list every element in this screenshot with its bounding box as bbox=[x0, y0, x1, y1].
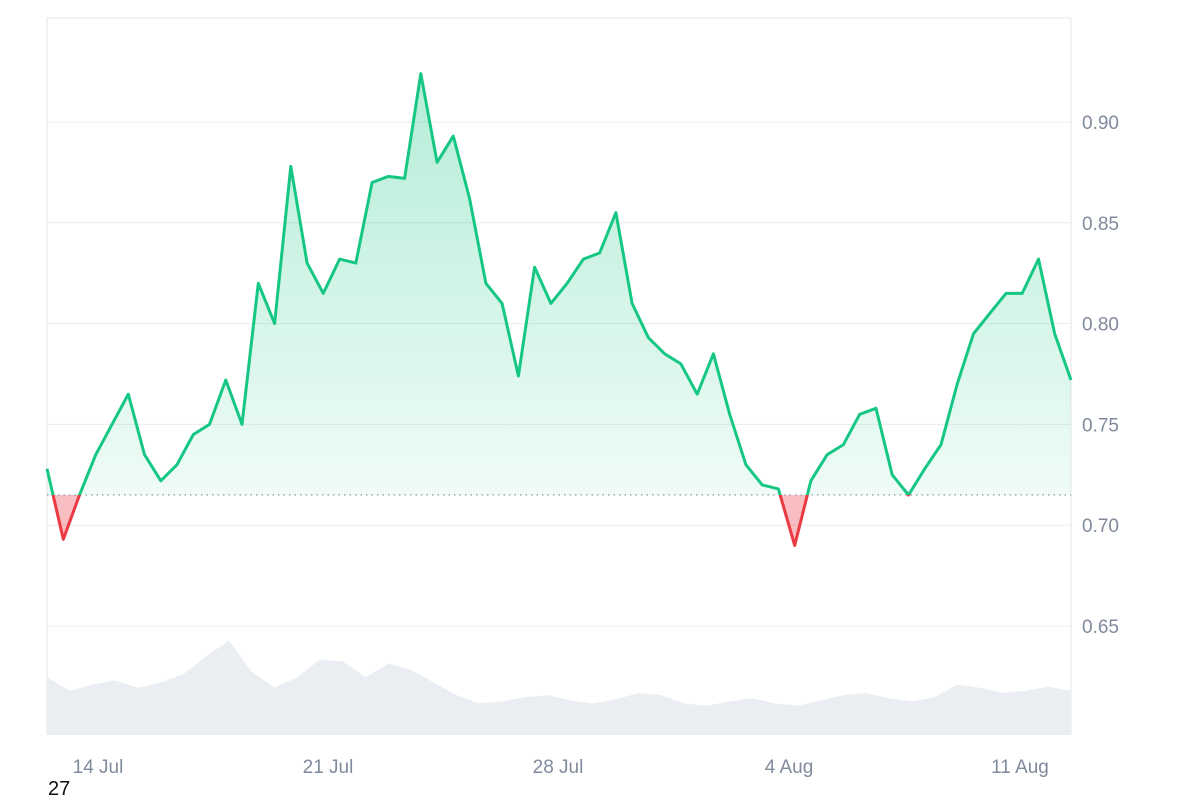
y-tick-label: 0.80 bbox=[1082, 315, 1119, 336]
x-tick-label: 28 Jul bbox=[533, 757, 584, 778]
y-tick-label: 0.85 bbox=[1082, 214, 1119, 235]
price-area-up bbox=[47, 73, 1071, 495]
y-tick-label: 0.75 bbox=[1082, 415, 1119, 436]
x-tick-label: 11 Aug bbox=[991, 757, 1049, 778]
y-tick-label: 0.65 bbox=[1082, 617, 1119, 638]
x-tick-label: 14 Jul bbox=[73, 757, 124, 778]
y-tick-label: 0.70 bbox=[1082, 516, 1119, 537]
x-tick-label: 21 Jul bbox=[303, 757, 354, 778]
x-tick-label: 4 Aug bbox=[765, 757, 814, 778]
volume-area bbox=[47, 640, 1071, 735]
price-line-up bbox=[45, 72, 1073, 495]
y-tick-label: 0.90 bbox=[1082, 113, 1119, 134]
page-number-label: 27 bbox=[48, 778, 71, 800]
